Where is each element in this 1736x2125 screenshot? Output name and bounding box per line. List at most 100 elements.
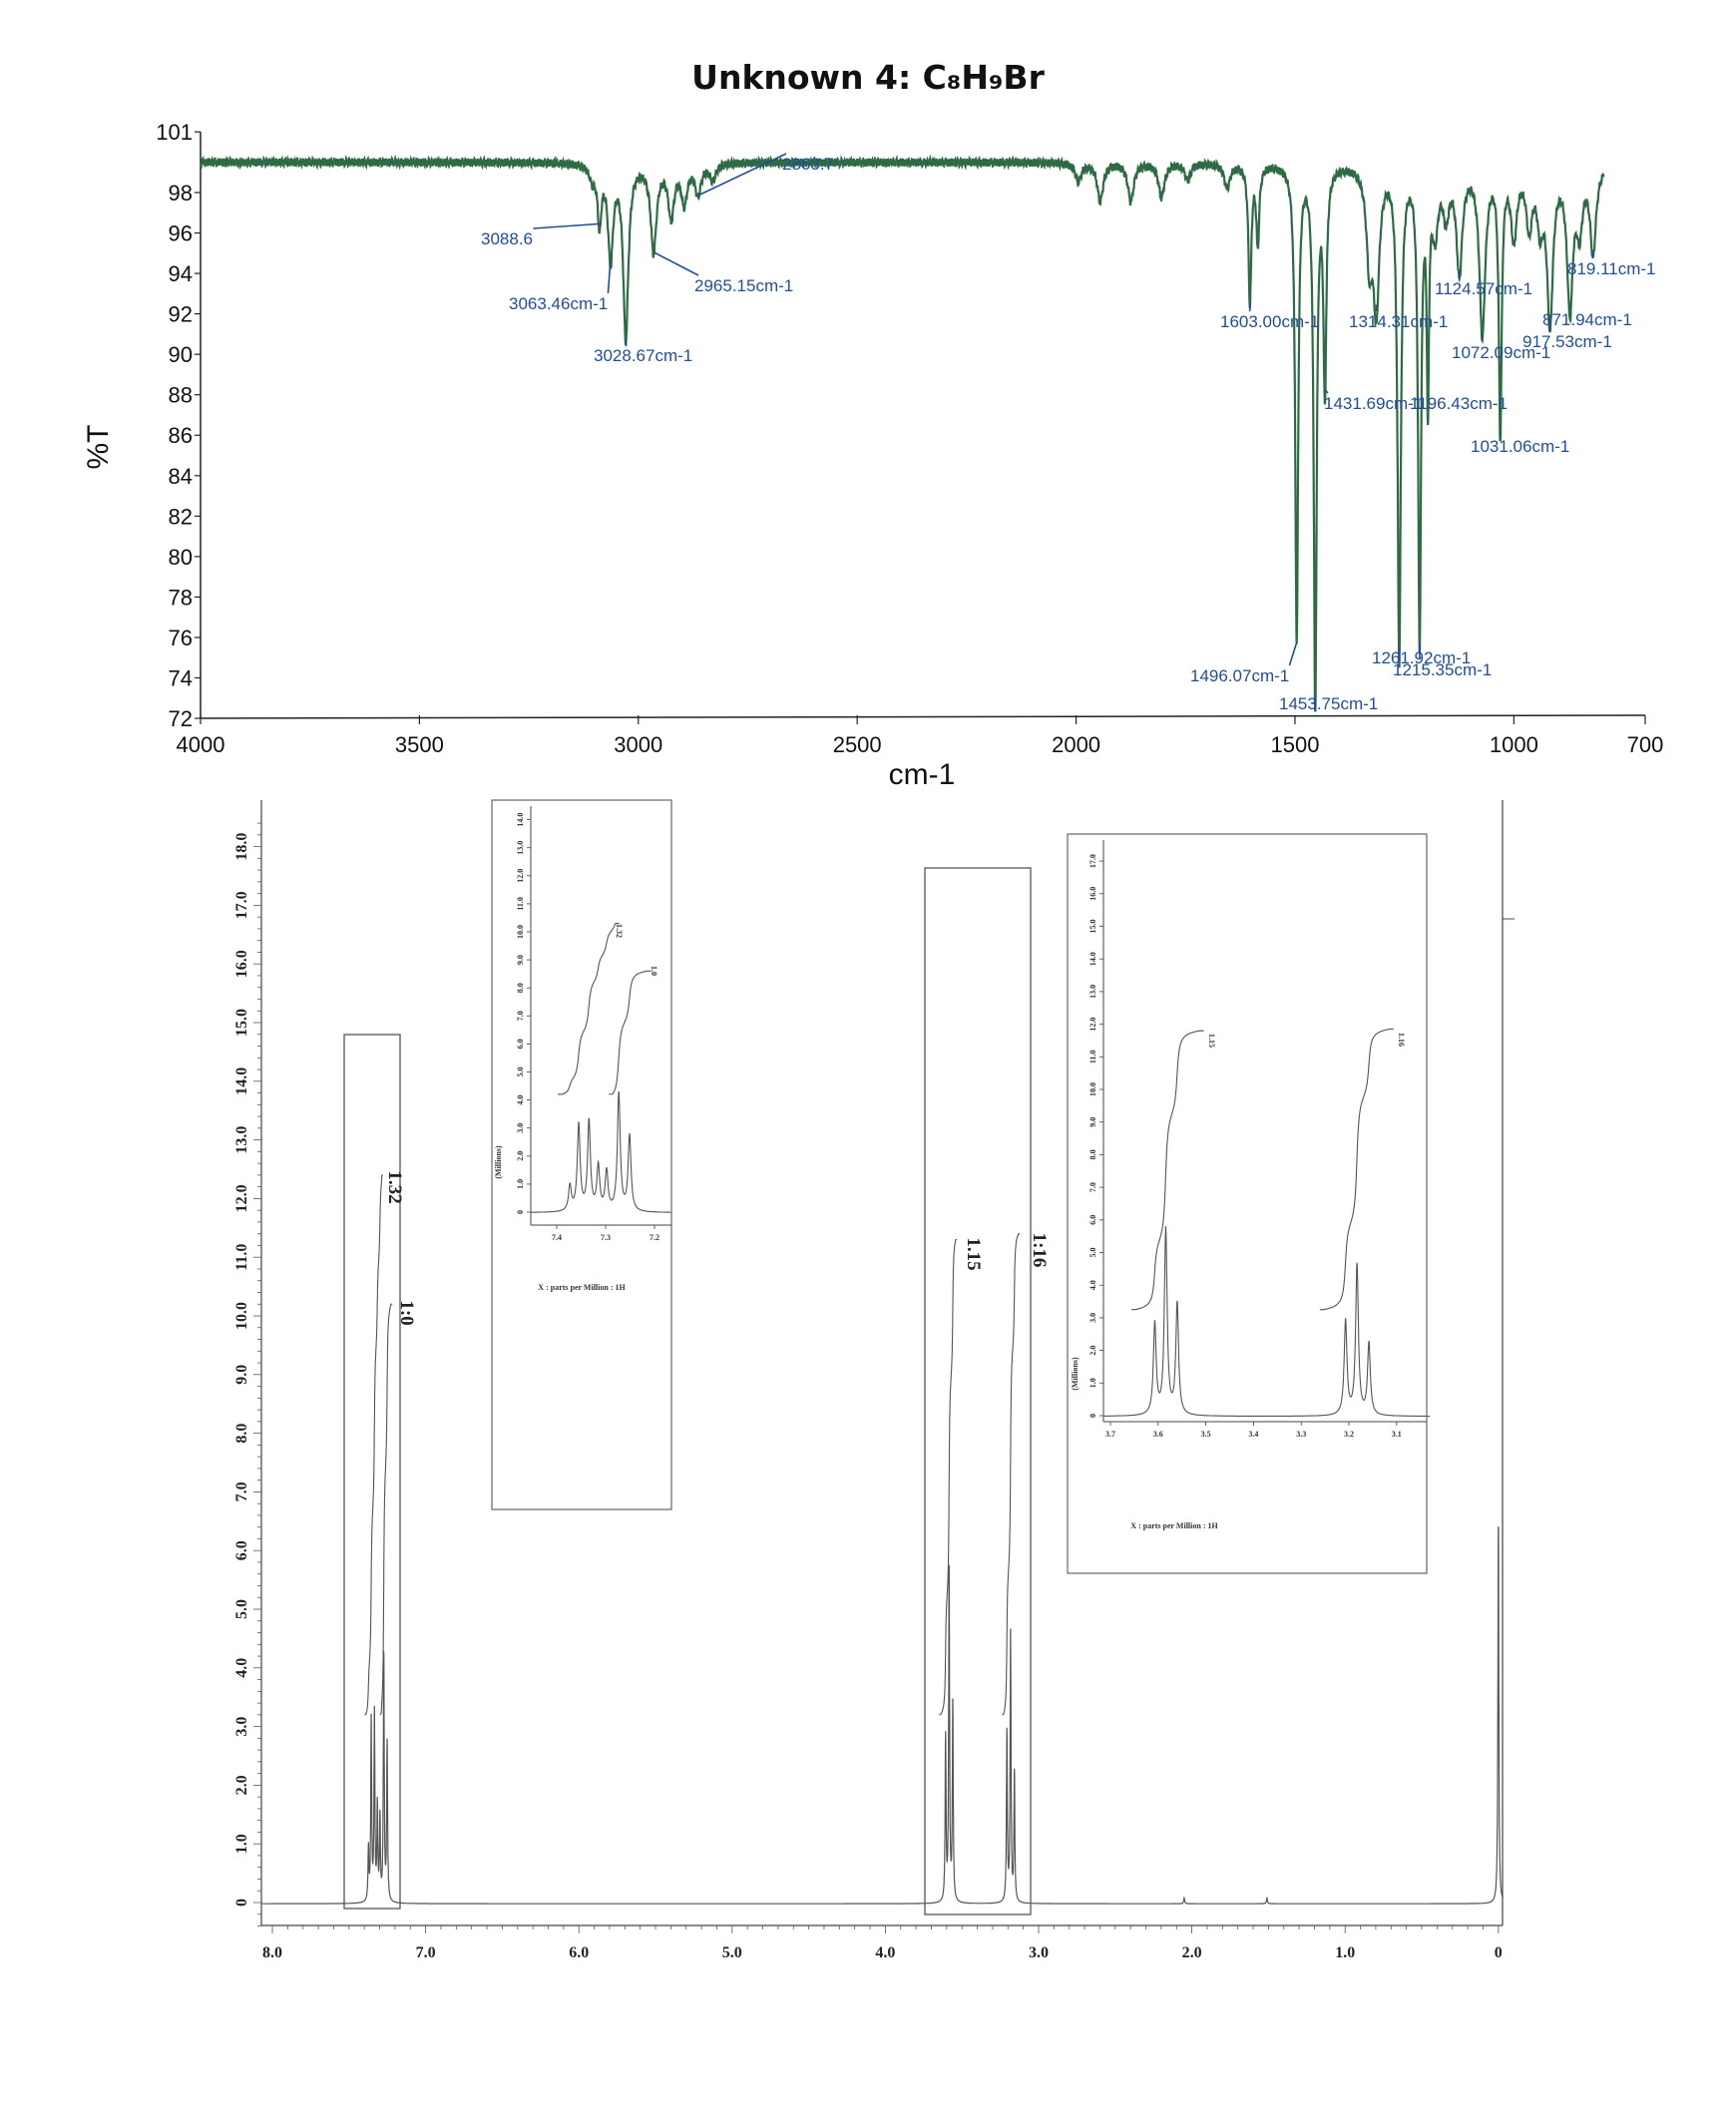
nmr-aromatic-region-box	[343, 1034, 401, 1910]
nmr-y-tick-label: 8.0	[233, 1424, 250, 1444]
inset-y-tick-label: 14.0	[1088, 952, 1097, 966]
inset-y-tick-label: 1.0	[516, 1179, 525, 1189]
inset-y-tick-label: 17.0	[1088, 854, 1097, 868]
nmr-inset-frame	[491, 799, 672, 1510]
nmr-y-tick-label: 12.0	[233, 1184, 250, 1212]
nmr-y-tick-label: 17.0	[233, 891, 250, 919]
nmr-x-tick-label: 6.0	[569, 1944, 589, 1961]
ir-peak-label: 1431.69cm-1	[1324, 394, 1423, 413]
inset-y-tick-label: 15.0	[1088, 920, 1097, 934]
inset-integral-label: 1.16	[1397, 1033, 1406, 1047]
inset-y-tick-label: 12.0	[516, 869, 525, 883]
inset-integral-label: 1.32	[615, 924, 624, 938]
inset-integral-label: 1.15	[1207, 1034, 1216, 1048]
ir-x-tick-label: 4000	[177, 732, 225, 757]
inset-y-tick-label: 8.0	[516, 983, 525, 993]
ir-y-tick-label: 76	[169, 626, 193, 650]
ir-y-tick-label: 72	[169, 706, 193, 731]
ir-peak-label: 3063.46cm-1	[509, 294, 608, 313]
ir-peak-label: 819.11cm-1	[1567, 259, 1656, 278]
inset-y-tick-label: 5.0	[516, 1067, 525, 1077]
inset-caption: X : parts per Million : 1H	[538, 1283, 626, 1292]
nmr-x-tick-label: 4.0	[875, 1944, 895, 1961]
ir-peak-label: 1196.43cm-1	[1410, 394, 1508, 413]
ir-x-tick-label: 2500	[833, 732, 882, 757]
ir-peak-leader-line	[1324, 389, 1329, 394]
inset-y-tick-label: 0	[516, 1210, 525, 1214]
ir-y-tick-label: 88	[169, 383, 193, 408]
nmr-x-tick-label: 1.0	[1335, 1944, 1355, 1961]
ir-peak-label: 1261.92cm-1	[1372, 648, 1471, 667]
ir-x-tick-label: 3500	[395, 732, 444, 757]
nmr-x-tick-label: 8.0	[262, 1944, 282, 1961]
inset-x-tick-label: 3.1	[1392, 1430, 1402, 1439]
ir-y-tick-label: 82	[169, 504, 193, 529]
inset-y-tick-label: 13.0	[1088, 985, 1097, 999]
inset-x-tick-label: 3.3	[1296, 1430, 1306, 1439]
ir-y-tick-label: 98	[169, 181, 193, 206]
ir-peak-leader-line	[1288, 641, 1298, 666]
inset-y-tick-label: 9.0	[1088, 1117, 1097, 1127]
inset-x-tick-label: 3.2	[1344, 1430, 1354, 1439]
nmr-integral-label: 1:0	[396, 1300, 417, 1325]
nmr-y-tick-label: 6.0	[233, 1540, 250, 1560]
ir-peak-leader-line	[533, 222, 600, 229]
nmr-integral-curve	[1002, 1233, 1021, 1716]
nmr-integral-curve	[939, 1239, 958, 1716]
nmr-y-tick-label: 9.0	[233, 1365, 250, 1385]
inset-y-tick-label: 8.0	[1088, 1149, 1097, 1159]
nmr-y-tick-label: 11.0	[233, 1244, 250, 1271]
inset-y-tick-label: 2.0	[1088, 1346, 1097, 1356]
nmr-x-tick-label: 0	[1495, 1944, 1503, 1961]
inset-integral-curve	[609, 970, 651, 1095]
nmr-inset-1: 0 1.0 2.0 3.0 4.0 5.0 6.0 7.0 8.0 9.0 10.0 11.0 12.0…	[491, 799, 672, 1510]
nmr-spectrum-chart: 0 1.0 2.0 3.0 4.0 5.0 6.0 7.0 8.0 9.0 10.0 11.0 12.0…	[233, 799, 1515, 1961]
nmr-y-tick-label: 15.0	[233, 1009, 250, 1037]
nmr-aliphatic-region-box	[924, 867, 1032, 1915]
inset-x-tick-label: 3.6	[1153, 1430, 1163, 1439]
inset-y-tick-label: 3.0	[516, 1123, 525, 1133]
inset-x-tick-label: 7.4	[552, 1233, 562, 1242]
nmr-y-tick-label: 1.0	[233, 1834, 250, 1854]
inset-integral-label: 1.0	[650, 966, 658, 976]
ir-peak-leader-line	[607, 259, 612, 294]
ir-peak-label: 1496.07cm-1	[1190, 666, 1289, 685]
ir-spectrum-line	[199, 154, 1605, 712]
nmr-y-tick-label: 16.0	[233, 950, 250, 978]
ir-x-tick-label: 2000	[1052, 732, 1100, 757]
inset-y-tick-label: 7.0	[1088, 1182, 1097, 1192]
ir-y-tick-label: 74	[169, 665, 193, 690]
ir-peak-label: 1215.35cm-1	[1393, 660, 1492, 679]
ir-x-tick-label: 1000	[1490, 732, 1538, 757]
inset-y-axis-label: (Millions)	[1071, 1357, 1080, 1391]
inset-x-tick-label: 7.3	[601, 1233, 611, 1242]
nmr-inset-2: 0 1.0 2.0 3.0 4.0 5.0 6.0 7.0 8.0 9.0 10.0 11.0 12.0…	[1067, 833, 1431, 1574]
inset-x-tick-label: 3.7	[1105, 1430, 1115, 1439]
inset-y-tick-label: 13.0	[516, 841, 525, 855]
ir-x-tick-label: 700	[1627, 732, 1664, 757]
nmr-y-tick-label: 14.0	[233, 1067, 250, 1095]
ir-y-axis-label: %T	[82, 425, 115, 470]
ir-peak-label: 1124.57cm-1	[1435, 279, 1532, 298]
ir-y-tick-label: 94	[169, 261, 193, 286]
inset-x-tick-label: 3.4	[1248, 1430, 1258, 1439]
nmr-y-tick-label: 2.0	[233, 1775, 250, 1795]
ir-y-tick-label: 80	[169, 545, 193, 570]
ir-y-tick-label: 86	[169, 423, 193, 448]
nmr-x-tick-label: 2.0	[1182, 1944, 1202, 1961]
ir-x-tick-label: 1500	[1270, 732, 1319, 757]
inset-y-tick-label: 16.0	[1088, 887, 1097, 901]
ir-peak-label: 1031.06cm-1	[1471, 437, 1569, 456]
nmr-y-tick-label: 3.0	[233, 1717, 250, 1737]
ir-peak-label: 3088.6	[481, 229, 533, 248]
nmr-integral-label: 1.32	[384, 1170, 405, 1203]
inset-integral-curve	[1131, 1030, 1204, 1311]
nmr-y-tick-label: 4.0	[233, 1658, 250, 1678]
inset-y-tick-label: 4.0	[1088, 1280, 1097, 1290]
ir-peak-label: 1314.31cm-1	[1349, 312, 1448, 331]
inset-integral-curve	[557, 923, 620, 1095]
ir-peak-label: 917.53cm-1	[1522, 332, 1612, 351]
nmr-x-tick-label: 5.0	[722, 1944, 742, 1961]
